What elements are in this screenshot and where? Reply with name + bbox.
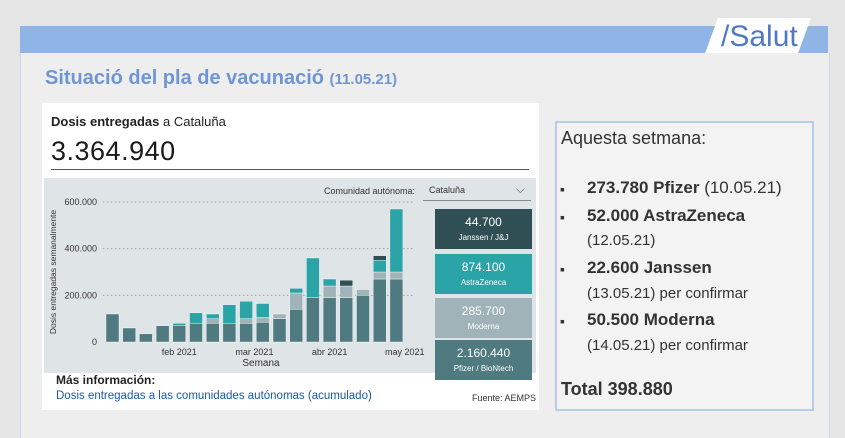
legend-label: Pfizer / BioNtech (453, 363, 514, 373)
weekly-item-pfizer: 273.780 Pfizer (10.05.21) (587, 178, 782, 197)
bullet-icon: ▪ (560, 261, 565, 277)
divider (51, 169, 529, 170)
legend-item[interactable]: 285.700 Moderna (435, 298, 532, 338)
legend-label: Moderna (467, 321, 500, 331)
page-title-date: (11.05.21) (329, 71, 398, 88)
weekly-item-janssen: 22.600 Janssen (587, 258, 712, 277)
weekly-total: Total 398.880 (561, 379, 673, 399)
page-title: Situació del pla de vacunació (11.05.21) (45, 67, 398, 89)
legend-item[interactable]: 44.700 Janssen / J&J (435, 209, 532, 249)
bullet-icon: ▪ (560, 313, 565, 329)
legend-label: Janssen / J&J (458, 232, 509, 242)
legend-label: AstraZeneca (460, 277, 507, 287)
dosis-total: 3.364.940 (51, 136, 176, 166)
legend-item[interactable]: 874.100 AstraZeneca (435, 254, 532, 294)
weekly-item-janssen-date: (13.05.21) per confirmar (587, 285, 748, 302)
legend-value: 2.160.440 (456, 345, 511, 360)
weekly-heading: Aquesta setmana: (561, 128, 707, 148)
weekly-summary-box (555, 121, 814, 411)
header-bar: /Salut (20, 18, 828, 56)
region-select[interactable]: Cataluña ⌵ (423, 181, 531, 201)
brand-logo: /Salut (704, 18, 811, 56)
source-label: Fuente: AEMPS (472, 393, 537, 403)
more-info-link[interactable]: Dosis entregadas a las comunidades autón… (56, 390, 372, 402)
bullet-icon: ▪ (560, 209, 565, 225)
legend-value: 44.700 (465, 214, 502, 229)
dosis-label: Dosis entregadas a Cataluña (51, 114, 226, 129)
weekly-item-astrazeneca: 52.000 AstraZeneca (587, 206, 746, 225)
legend-value: 285.700 (461, 303, 506, 318)
bullet-icon: ▪ (560, 181, 565, 197)
weekly-item-moderna: 50.500 Moderna (587, 310, 715, 329)
legend-item[interactable]: 2.160.440 Pfizer / BioNtech (435, 340, 532, 380)
weekly-item-moderna-date: (14.05.21) per confirmar (587, 337, 748, 354)
region-select-value: Cataluña (429, 185, 466, 195)
chevron-down-icon: ⌵ (515, 182, 525, 196)
legend-value: 874.100 (461, 259, 506, 274)
more-info-label: Más información: (56, 373, 156, 387)
filter-label: Comunidad autónoma: (324, 186, 416, 196)
weekly-item-astrazeneca-date: (12.05.21) (587, 232, 656, 249)
